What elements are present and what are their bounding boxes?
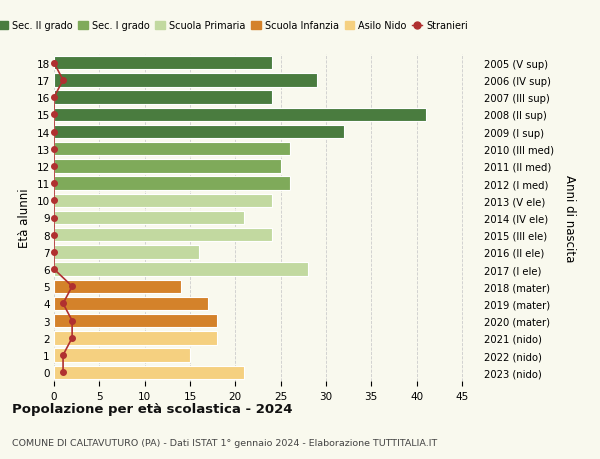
Y-axis label: Anni di nascita: Anni di nascita	[563, 174, 575, 262]
Point	[49, 163, 59, 170]
Point	[49, 266, 59, 273]
Point	[67, 317, 77, 325]
Point	[58, 77, 68, 84]
Point	[49, 94, 59, 101]
Point	[49, 129, 59, 136]
Legend: Sec. II grado, Sec. I grado, Scuola Primaria, Scuola Infanzia, Asilo Nido, Stran: Sec. II grado, Sec. I grado, Scuola Prim…	[0, 17, 472, 35]
Point	[49, 112, 59, 119]
Bar	[54, 108, 425, 122]
Bar	[54, 160, 281, 173]
Point	[49, 214, 59, 222]
Bar	[54, 314, 217, 328]
Y-axis label: Età alunni: Età alunni	[18, 188, 31, 248]
Bar	[54, 366, 244, 379]
Bar	[54, 331, 217, 345]
Point	[49, 197, 59, 205]
Bar	[54, 297, 208, 310]
Bar	[54, 348, 190, 362]
Bar	[54, 211, 244, 225]
Text: COMUNE DI CALTAVUTURO (PA) - Dati ISTAT 1° gennaio 2024 - Elaborazione TUTTITALI: COMUNE DI CALTAVUTURO (PA) - Dati ISTAT …	[12, 438, 437, 448]
Bar	[54, 57, 272, 70]
Bar	[54, 229, 272, 242]
Point	[58, 300, 68, 308]
Bar	[54, 263, 308, 276]
Bar	[54, 177, 290, 190]
Bar	[54, 246, 199, 259]
Point	[49, 249, 59, 256]
Point	[49, 180, 59, 187]
Bar	[54, 194, 272, 207]
Point	[58, 369, 68, 376]
Point	[67, 335, 77, 342]
Point	[58, 352, 68, 359]
Point	[49, 231, 59, 239]
Point	[49, 146, 59, 153]
Bar	[54, 280, 181, 293]
Point	[67, 283, 77, 290]
Bar	[54, 91, 272, 105]
Point	[49, 60, 59, 67]
Text: Popolazione per età scolastica - 2024: Popolazione per età scolastica - 2024	[12, 403, 293, 415]
Bar	[54, 74, 317, 88]
Bar	[54, 126, 344, 139]
Bar	[54, 143, 290, 156]
